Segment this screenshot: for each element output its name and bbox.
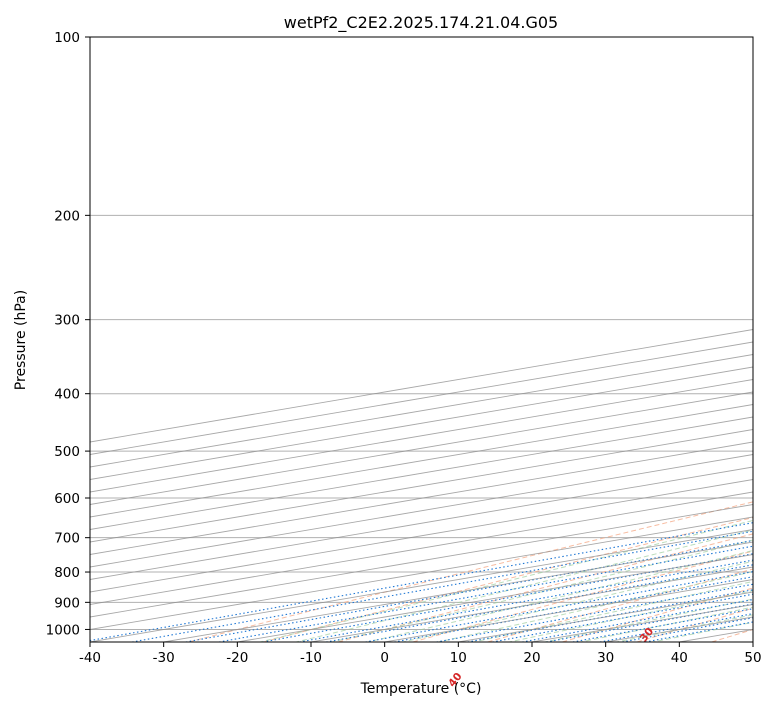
dry-adiabat-line — [562, 587, 753, 642]
moist-adiabat-line — [294, 529, 753, 642]
x-tick-label: -20 — [226, 650, 248, 666]
y-tick-label: 700 — [54, 531, 80, 547]
x-tick-label: 0 — [380, 650, 389, 666]
isotherm-line — [90, 441, 753, 555]
dry-adiabat-line — [412, 550, 753, 642]
mixing-ratio-line — [599, 613, 753, 642]
x-tick-label: -10 — [300, 650, 322, 666]
isotherm-line — [90, 504, 753, 618]
isotherm-line — [90, 491, 753, 605]
x-tick-label: -30 — [153, 650, 175, 666]
chart-title: wetPf2_C2E2.2025.174.21.04.G05 — [284, 13, 558, 33]
mixing-ratio-line — [299, 559, 753, 642]
moist-adiabat-line — [506, 590, 753, 642]
dry-adiabat-line — [188, 501, 753, 642]
isotherm-line — [90, 429, 753, 543]
x-axis-label: Temperature (°C) — [360, 681, 482, 697]
moist-adiabat-line — [329, 539, 753, 642]
isotherm-line — [90, 454, 753, 568]
isotherm-line — [90, 529, 753, 642]
mixing-ratio-line — [572, 608, 753, 642]
isotherm-line — [90, 479, 753, 593]
x-tick-label: 30 — [597, 650, 614, 666]
isotherm-line — [90, 329, 753, 443]
y-tick-label: 200 — [54, 208, 80, 224]
grid-layer — [90, 37, 753, 642]
moist-adiabat-line — [436, 571, 753, 642]
y-tick-label: 400 — [54, 387, 80, 403]
x-tick-label: -40 — [79, 650, 101, 666]
x-tick-label: 10 — [450, 650, 467, 666]
y-tick-label: 300 — [54, 313, 80, 329]
plot-background — [90, 37, 753, 642]
x-tick-label: 40 — [671, 650, 688, 666]
mixing-ratio-line — [131, 530, 753, 642]
mixing-ratio-line — [622, 617, 753, 642]
y-tick-label: 600 — [54, 491, 80, 507]
mixing-ratio-line — [185, 539, 753, 642]
y-tick-label: 1000 — [46, 622, 80, 638]
y-tick-label: 500 — [54, 444, 80, 460]
y-axis-label: Pressure (hPa) — [13, 290, 29, 390]
tick-layer: -40 -30 -20 -10 0 10 20 30 40 50 100 200 300 400 500 60… — [46, 30, 762, 666]
mixing-ratio-line — [218, 545, 753, 642]
plot-frame — [89, 36, 754, 643]
moist-adiabat-line — [365, 550, 753, 642]
y-tick-label: 900 — [54, 595, 80, 611]
y-tick-label: 800 — [54, 565, 80, 581]
x-tick-label: 50 — [744, 650, 761, 666]
mixing-ratio-line — [325, 564, 753, 642]
isotherm-line — [90, 516, 753, 630]
isotherm-line — [90, 466, 753, 580]
x-tick-label: 20 — [523, 650, 540, 666]
y-tick-label: 100 — [54, 30, 80, 46]
isotherm-line — [752, 641, 753, 642]
